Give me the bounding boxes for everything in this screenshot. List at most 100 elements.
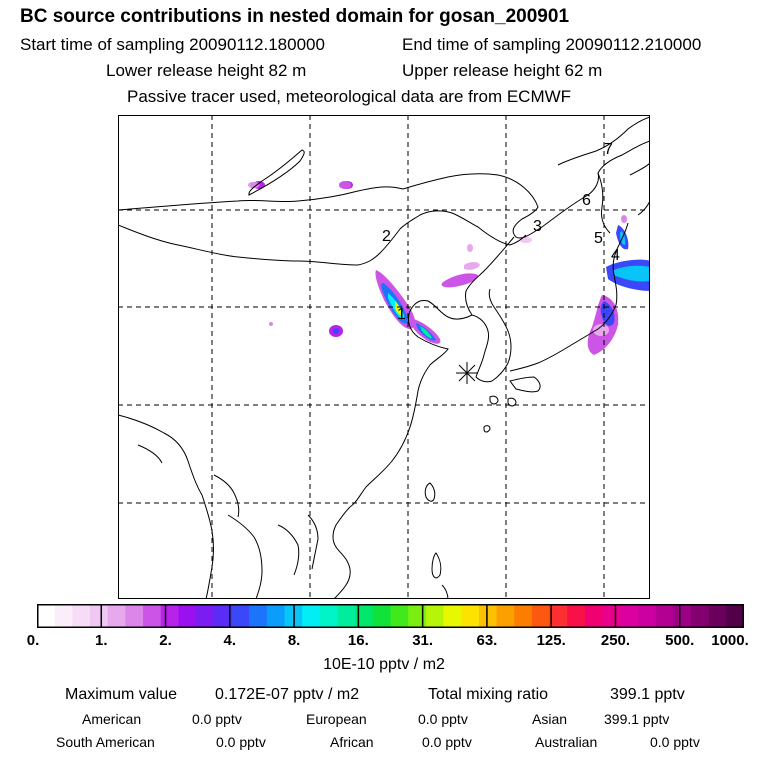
colorbar-segment <box>690 604 710 628</box>
source-contribution-map: 1 2 3 4 5 6 7 <box>118 115 650 599</box>
colorbar-segment <box>143 604 162 628</box>
region-name-american: American <box>82 711 142 727</box>
region-value-european: 0.0 pptv <box>418 711 468 727</box>
region-name-australian: Australian <box>535 734 598 750</box>
plume <box>339 181 351 189</box>
coastlines <box>118 116 650 599</box>
region-value-american: 0.0 pptv <box>192 711 242 727</box>
plume <box>333 328 339 334</box>
colorbar-segment <box>478 604 498 628</box>
colorbar-segment <box>514 604 533 628</box>
coastline <box>307 514 319 570</box>
colorbar-segment <box>726 604 744 628</box>
contribution-plumes <box>248 181 650 355</box>
coastline <box>349 300 473 508</box>
colorbar-frame <box>37 604 744 628</box>
plume <box>621 215 627 223</box>
border <box>118 140 650 239</box>
colorbar-segment <box>355 604 374 628</box>
colorbar-segment <box>655 604 674 628</box>
colorbar-segment <box>673 604 692 628</box>
max-value: 0.172E-07 pptv / m2 <box>215 686 360 703</box>
colorbar-segment <box>90 604 109 628</box>
colorbar-segment <box>54 604 73 628</box>
colorbar-segment <box>337 604 356 628</box>
region-name-south-american: South American <box>56 734 155 750</box>
receptor-marker-icon <box>456 362 478 384</box>
coastline <box>489 395 499 405</box>
colorbar-segment <box>461 604 480 628</box>
colorbar-segment <box>620 604 639 628</box>
plume <box>593 324 609 336</box>
colorbar-tick-label: 8. <box>287 632 301 649</box>
colorbar-segment <box>372 604 391 628</box>
start-time-label: Start time of sampling 20090112.180000 <box>20 35 325 54</box>
colorbar-segment <box>602 604 621 628</box>
lat-lon-grid <box>118 115 650 599</box>
colorbar-segment <box>443 604 462 628</box>
coastline <box>597 172 611 234</box>
colorbar-tick-label: 16. <box>347 632 369 649</box>
coastline <box>441 584 449 599</box>
plume <box>395 301 402 316</box>
region-name-african: African <box>330 734 374 750</box>
lower-height-label: Lower release height 82 m <box>106 61 307 80</box>
colorbar-segment <box>531 604 551 628</box>
coastline <box>227 514 263 599</box>
plume <box>614 265 650 282</box>
plume <box>520 237 532 243</box>
plume <box>269 322 273 326</box>
map-marker-6: 6 <box>582 192 591 209</box>
colorbar-segment <box>37 604 56 628</box>
map-marker-2: 2 <box>382 228 391 245</box>
map-marker-4: 4 <box>611 247 620 264</box>
map-marker-7: 7 <box>604 141 613 158</box>
coastline <box>629 162 650 176</box>
colorbar-segment <box>425 604 445 628</box>
coastline <box>424 482 436 502</box>
region-name-european: European <box>306 711 367 727</box>
coastline <box>557 116 650 166</box>
map-title: BC source contributions in nested domain… <box>20 6 570 27</box>
colorbar-segment <box>107 604 126 628</box>
colorbar-segment <box>390 604 409 628</box>
colorbar-tick-label: 1000. <box>711 632 749 649</box>
colorbar-segment <box>567 604 586 628</box>
colorbar-tick-label: 125. <box>536 632 566 649</box>
coastline <box>471 288 512 383</box>
coastline <box>137 444 163 464</box>
upper-height-label: Upper release height 62 m <box>402 61 603 80</box>
map-marker-5: 5 <box>594 230 603 247</box>
tracer-info-label: Passive tracer used, meteorological data… <box>127 87 572 106</box>
colorbar-segment <box>178 604 197 628</box>
total-mixing-value: 399.1 pptv <box>610 686 685 703</box>
colorbar-tick-label: 1. <box>95 632 108 649</box>
colorbar-tick-label: 63. <box>476 632 498 649</box>
colorbar-segment <box>125 604 144 628</box>
plume <box>420 326 432 339</box>
colorbar-tick-label: 0. <box>26 632 40 649</box>
colorbar-segment <box>266 604 285 628</box>
plume <box>467 244 473 252</box>
colorbar-segment <box>72 604 91 628</box>
colorbar-segment <box>319 604 338 628</box>
colorbar-segment <box>549 604 568 628</box>
colorbar-tick-label: 250. <box>600 632 631 649</box>
colorbar-tick-label: 2. <box>159 632 172 649</box>
plume <box>464 262 480 270</box>
coastline <box>118 414 214 599</box>
colorbar-segment <box>249 604 268 628</box>
coastline <box>431 552 442 579</box>
border <box>118 210 527 266</box>
plume <box>251 182 259 188</box>
coastline <box>637 200 650 216</box>
colorbar-tick-label: 4. <box>223 632 237 649</box>
coastline <box>509 376 541 393</box>
colorbar-segment <box>196 604 215 628</box>
region-value-african: 0.0 pptv <box>422 734 472 750</box>
colorbar-segment <box>231 604 250 628</box>
coastline <box>332 506 351 599</box>
colorbar-tick-label: 500. <box>665 632 695 649</box>
colorbar-segment <box>408 604 427 628</box>
colorbar-segment <box>213 604 232 628</box>
